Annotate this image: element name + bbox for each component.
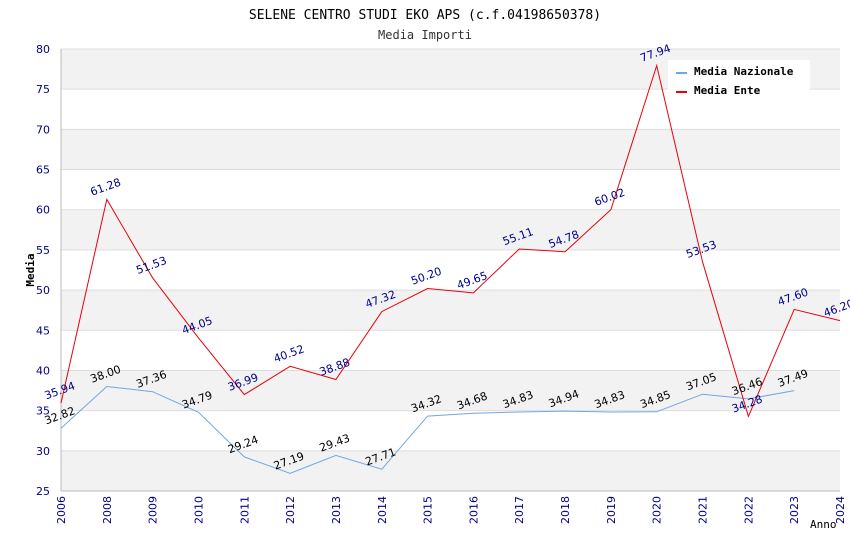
x-axis-label: Anno bbox=[810, 518, 837, 531]
series-line-media-nazionale bbox=[60, 385, 795, 474]
y-tick-label: 45 bbox=[36, 324, 50, 337]
grid-band bbox=[61, 450, 840, 491]
x-tick-label: 2008 bbox=[101, 496, 114, 524]
y-tick-label: 35 bbox=[36, 405, 50, 418]
series-lines bbox=[60, 63, 841, 474]
x-tick-label: 2010 bbox=[192, 496, 205, 524]
y-tick-labels: 25 30 35 40 45 50 55 60 65 70 75 80 bbox=[36, 43, 50, 498]
y-tick-label: 55 bbox=[36, 244, 50, 257]
grid-band bbox=[61, 209, 840, 250]
legend: Media Nazionale Media Ente bbox=[668, 60, 810, 102]
x-tick-label: 2022 bbox=[742, 496, 755, 524]
legend-label-media-ente: Media Ente bbox=[694, 84, 761, 97]
grid-bands bbox=[61, 49, 840, 491]
y-axis-label: Media bbox=[24, 253, 37, 286]
y-tick-label: 80 bbox=[36, 43, 50, 56]
x-tick-label: 2023 bbox=[788, 496, 801, 524]
x-tick-label: 2009 bbox=[147, 496, 160, 524]
x-tick-label: 2018 bbox=[559, 496, 572, 524]
x-tick-label: 2019 bbox=[605, 496, 618, 524]
legend-label-media-nazionale: Media Nazionale bbox=[694, 65, 794, 78]
grid-band bbox=[61, 290, 840, 331]
x-tick-label: 2015 bbox=[422, 496, 435, 524]
x-tick-label: 2014 bbox=[376, 496, 389, 524]
data-label: 61.28 bbox=[89, 176, 123, 199]
x-tick-label: 2012 bbox=[284, 496, 297, 524]
grid-band bbox=[61, 129, 840, 170]
x-tick-label: 2017 bbox=[513, 496, 526, 524]
x-tick-label: 2020 bbox=[651, 496, 664, 524]
data-label: 40.52 bbox=[272, 342, 306, 365]
y-tick-label: 40 bbox=[36, 364, 50, 377]
data-label: 51.53 bbox=[134, 254, 168, 277]
x-tick-labels: 2006 2008 2009 2010 2011 2012 2013 2014 2015 2016… bbox=[55, 496, 847, 524]
data-label: 50.20 bbox=[409, 265, 443, 288]
grid-lines bbox=[61, 48, 840, 492]
y-tick-label: 65 bbox=[36, 164, 50, 177]
data-label: 49.65 bbox=[455, 269, 489, 292]
x-tick-label: 2024 bbox=[834, 496, 847, 524]
y-tick-label: 70 bbox=[36, 123, 50, 136]
chart-title: SELENE CENTRO STUDI EKO APS (c.f.0419865… bbox=[249, 8, 601, 23]
grid-band bbox=[61, 370, 840, 411]
x-tick-label: 2011 bbox=[238, 496, 251, 524]
y-tick-label: 50 bbox=[36, 284, 50, 297]
x-tick-label: 2016 bbox=[467, 496, 480, 524]
legend-box bbox=[668, 60, 810, 102]
chart-subtitle: Media Importi bbox=[378, 28, 472, 42]
x-tick-label: 2021 bbox=[697, 496, 710, 524]
y-tick-label: 60 bbox=[36, 204, 50, 217]
y-tick-label: 30 bbox=[36, 445, 50, 458]
y-tick-label: 75 bbox=[36, 83, 50, 96]
x-tick-label: 2013 bbox=[330, 496, 343, 524]
series-line-media-ente bbox=[60, 63, 841, 418]
y-tick-label: 25 bbox=[36, 485, 50, 498]
x-tick-label: 2006 bbox=[55, 496, 68, 524]
data-label: 60.02 bbox=[593, 186, 627, 209]
